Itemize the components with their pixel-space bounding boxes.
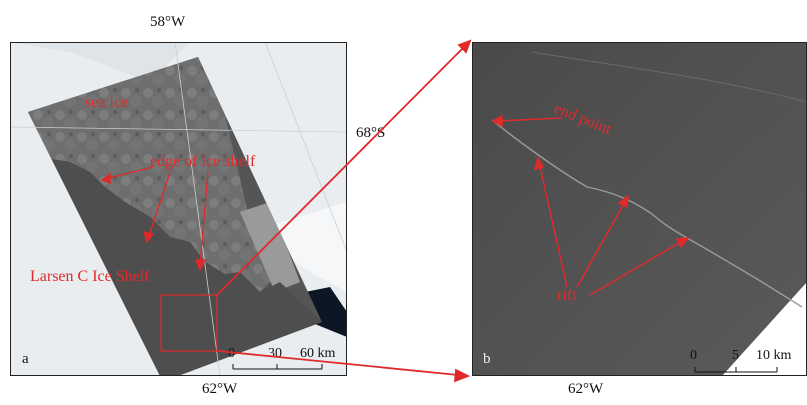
- right-latitude-label: 68°S: [356, 125, 386, 141]
- panel-letter-a: a: [22, 351, 29, 367]
- panel-letter-b: b: [483, 351, 491, 367]
- scale-a-tick-30: 30: [268, 346, 282, 361]
- panel-b-map: [472, 42, 807, 376]
- no-data-corner: [722, 282, 807, 376]
- inset-rectangle: [160, 294, 218, 352]
- edge-of-ice-shelf-annotation: edge of ice shelf: [150, 153, 256, 170]
- scale-bar-b: [694, 367, 778, 373]
- rift-annotation: rift: [557, 287, 577, 304]
- sar-background: [472, 42, 807, 376]
- bottom-longitude-label-b: 62°W: [568, 381, 604, 397]
- panel-a-image: [9, 41, 348, 377]
- bottom-longitude-label-a: 62°W: [202, 381, 238, 397]
- sea-ice-annotation: sea ice: [85, 94, 129, 111]
- larsen-c-annotation: Larsen C Ice Shelf: [30, 268, 150, 285]
- scale-b-tick-10km: 10 km: [756, 348, 792, 363]
- scale-b-tick-5: 5: [732, 348, 739, 363]
- scale-b-tick-0: 0: [690, 348, 697, 363]
- sea-ice-area: [28, 57, 280, 292]
- panel-a-map: [9, 41, 348, 377]
- panel-b-image: [472, 42, 807, 376]
- rift-line: [491, 119, 803, 308]
- scale-a-tick-0: 0: [228, 346, 235, 361]
- top-longitude-label: 58°W: [150, 14, 186, 30]
- scale-a-tick-60km: 60 km: [300, 346, 336, 361]
